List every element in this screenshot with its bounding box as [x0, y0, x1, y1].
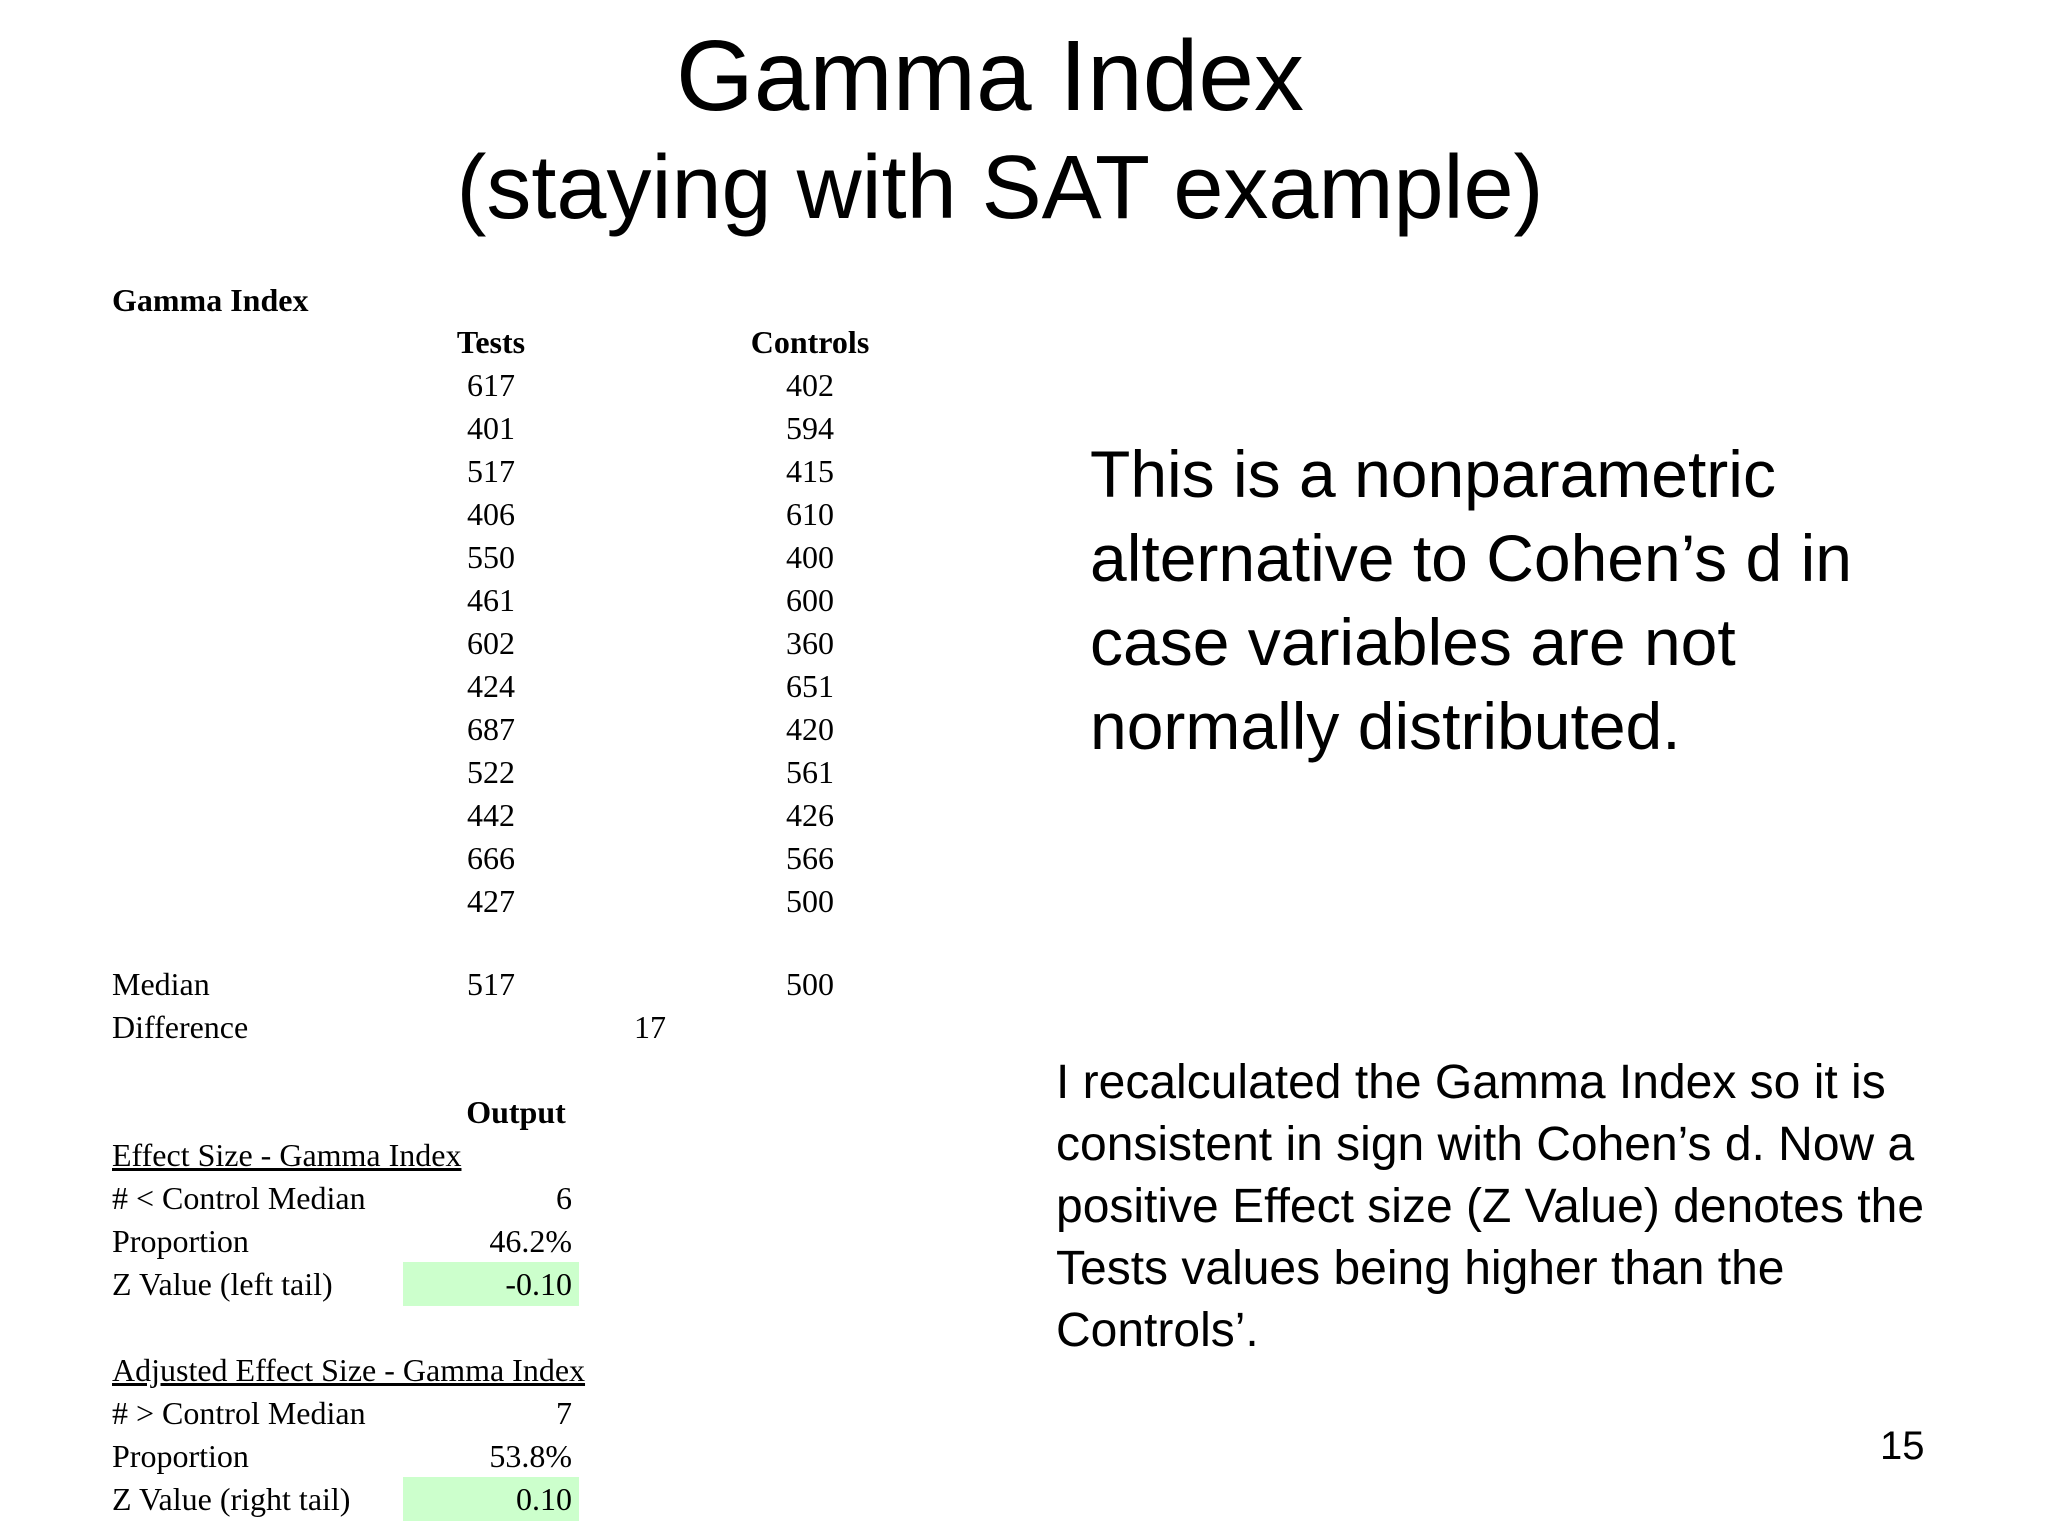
output-label: Output	[466, 1094, 566, 1130]
effect-z-value: -0.10	[505, 1266, 572, 1302]
controls-value: 651	[786, 668, 834, 704]
adjusted-count-value: 7	[556, 1395, 572, 1431]
effect-z-highlight	[403, 1262, 579, 1306]
col-header-tests: Tests	[456, 324, 526, 360]
effect-heading: Effect Size - Gamma Index	[112, 1137, 462, 1173]
tests-value: 517	[467, 453, 515, 489]
controls-value: 420	[786, 711, 834, 747]
tests-value: 687	[467, 711, 515, 747]
controls-value: 360	[786, 625, 834, 661]
controls-value: 600	[786, 582, 834, 618]
effect-proportion-value: 46.2%	[489, 1223, 572, 1259]
controls-value: 402	[786, 367, 834, 403]
tests-value: 427	[467, 883, 515, 919]
adjusted-heading: Adjusted Effect Size - Gamma Index	[112, 1352, 586, 1388]
effect-count-label: # < Control Median	[112, 1180, 366, 1216]
effect-count-value: 6	[556, 1180, 572, 1216]
tests-value: 406	[467, 496, 515, 532]
median-label: Median	[112, 966, 210, 1002]
note-recalculation: I recalculated the Gamma Index so it is …	[1056, 1056, 1925, 1357]
tests-value: 424	[467, 668, 515, 704]
controls-value: 500	[786, 883, 834, 919]
slide-title: Gamma Index	[675, 20, 1305, 132]
difference-label: Difference	[112, 1009, 249, 1045]
tests-value: 461	[467, 582, 515, 618]
adjusted-proportion-value: 53.8%	[489, 1438, 572, 1474]
difference-value: 17	[634, 1009, 666, 1045]
tests-value: 666	[467, 840, 515, 876]
slide-subtitle: (staying with SAT example)	[456, 138, 1544, 238]
controls-value: 415	[786, 453, 834, 489]
adjusted-count-label: # > Control Median	[112, 1395, 366, 1431]
tests-value: 617	[467, 367, 515, 403]
median-controls: 500	[786, 966, 834, 1002]
adjusted-z-label: Z Value (right tail)	[112, 1481, 351, 1517]
controls-value: 400	[786, 539, 834, 575]
effect-z-label: Z Value (left tail)	[112, 1266, 333, 1302]
page-number: 15	[1880, 1424, 1925, 1468]
tests-value: 522	[467, 754, 515, 790]
tests-value: 602	[467, 625, 515, 661]
sheet-heading: Gamma Index	[112, 282, 309, 318]
note-nonparametric: This is a nonparametric alternative to C…	[1090, 437, 1852, 763]
controls-value: 610	[786, 496, 834, 532]
col-header-controls: Controls	[750, 324, 870, 360]
adjusted-z-highlight	[403, 1477, 579, 1521]
tests-value: 401	[467, 410, 515, 446]
tests-value: 550	[467, 539, 515, 575]
median-tests: 517	[467, 966, 515, 1002]
tests-value: 442	[467, 797, 515, 833]
effect-proportion-label: Proportion	[112, 1223, 249, 1259]
controls-value: 426	[786, 797, 834, 833]
adjusted-proportion-label: Proportion	[112, 1438, 249, 1474]
adjusted-z-value: 0.10	[516, 1481, 572, 1517]
controls-value: 561	[786, 754, 834, 790]
controls-value: 594	[786, 410, 834, 446]
controls-value: 566	[786, 840, 834, 876]
